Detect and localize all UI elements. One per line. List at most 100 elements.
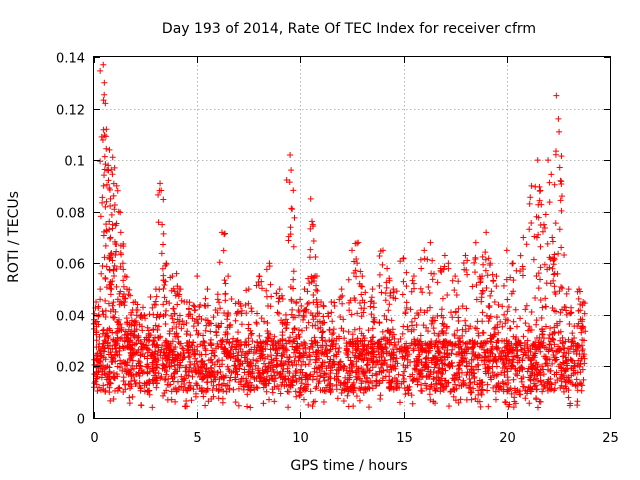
- data-point: [338, 389, 345, 396]
- data-point: [247, 404, 254, 411]
- data-point: [164, 381, 171, 388]
- data-point: [531, 380, 538, 387]
- data-point: [291, 325, 298, 332]
- data-point: [522, 395, 529, 402]
- data-point: [261, 380, 268, 387]
- data-point: [127, 292, 134, 299]
- data-point: [376, 357, 383, 364]
- data-point: [549, 265, 556, 272]
- data-point: [413, 322, 420, 329]
- data-point: [456, 382, 463, 389]
- data-point: [487, 338, 494, 345]
- data-point: [242, 302, 249, 308]
- data-point: [253, 319, 260, 326]
- data-point: [386, 301, 393, 308]
- data-point: [245, 321, 252, 328]
- data-point: [195, 330, 202, 337]
- data-point: [285, 337, 292, 344]
- data-point: [485, 255, 492, 262]
- data-point: [302, 372, 309, 379]
- data-point: [546, 254, 553, 261]
- data-point: [439, 295, 446, 302]
- data-point: [577, 361, 584, 368]
- x-tick-label: 15: [396, 431, 413, 446]
- data-point: [373, 378, 380, 385]
- data-point: [540, 371, 547, 378]
- data-point: [345, 348, 352, 355]
- data-point: [417, 256, 424, 263]
- data-point: [101, 348, 108, 355]
- data-point: [557, 197, 564, 204]
- data-point: [352, 352, 359, 359]
- data-point: [216, 259, 223, 266]
- data-point: [480, 261, 487, 268]
- data-point: [378, 344, 385, 351]
- data-point: [411, 315, 418, 322]
- data-point: [190, 351, 197, 358]
- data-point: [329, 360, 336, 367]
- data-point: [548, 386, 555, 393]
- data-point: [561, 349, 568, 356]
- data-point: [468, 363, 475, 370]
- data-point: [115, 319, 122, 326]
- data-point: [287, 283, 294, 290]
- data-point: [473, 296, 480, 303]
- data-point: [492, 396, 499, 403]
- data-point: [387, 364, 394, 371]
- data-point: [417, 285, 424, 292]
- data-point: [568, 372, 575, 379]
- data-point: [499, 364, 506, 371]
- data-point: [474, 398, 481, 405]
- data-point: [535, 285, 542, 292]
- data-point: [390, 355, 397, 362]
- data-point: [566, 377, 573, 384]
- data-point: [210, 393, 217, 400]
- data-point: [418, 359, 425, 366]
- data-point: [114, 187, 121, 194]
- data-point: [397, 258, 404, 265]
- data-point: [501, 398, 508, 405]
- data-point: [109, 257, 116, 264]
- data-point: [242, 350, 249, 357]
- data-point: [100, 182, 107, 189]
- data-point: [492, 356, 499, 363]
- data-point: [160, 230, 167, 237]
- data-point: [247, 362, 254, 369]
- data-point: [234, 309, 241, 316]
- data-point: [485, 364, 492, 371]
- data-point: [133, 371, 140, 378]
- data-point: [314, 301, 321, 308]
- data-point: [309, 403, 316, 410]
- data-point: [520, 383, 527, 390]
- data-point: [557, 283, 564, 290]
- data-point: [427, 396, 434, 403]
- data-point: [384, 337, 391, 344]
- data-point: [461, 349, 468, 356]
- data-point: [184, 328, 191, 335]
- data-point: [355, 343, 362, 350]
- data-point: [522, 320, 529, 327]
- data-point: [484, 387, 491, 394]
- data-point: [565, 350, 572, 357]
- data-point: [352, 297, 359, 304]
- data-point: [432, 387, 439, 394]
- data-point: [326, 373, 333, 380]
- data-point: [425, 355, 432, 362]
- data-point: [417, 370, 424, 377]
- data-point: [418, 387, 425, 394]
- data-point: [386, 379, 393, 386]
- data-point: [257, 355, 264, 362]
- data-point: [156, 313, 163, 320]
- data-point: [487, 292, 494, 299]
- data-point: [110, 370, 117, 377]
- data-point: [528, 326, 535, 333]
- data-point: [457, 396, 464, 403]
- data-point: [426, 344, 433, 351]
- data-point: [386, 350, 393, 357]
- data-point: [193, 381, 200, 388]
- data-point: [234, 337, 241, 344]
- data-point: [345, 276, 352, 283]
- data-point: [160, 272, 167, 279]
- data-point: [216, 299, 223, 306]
- data-point: [223, 388, 230, 395]
